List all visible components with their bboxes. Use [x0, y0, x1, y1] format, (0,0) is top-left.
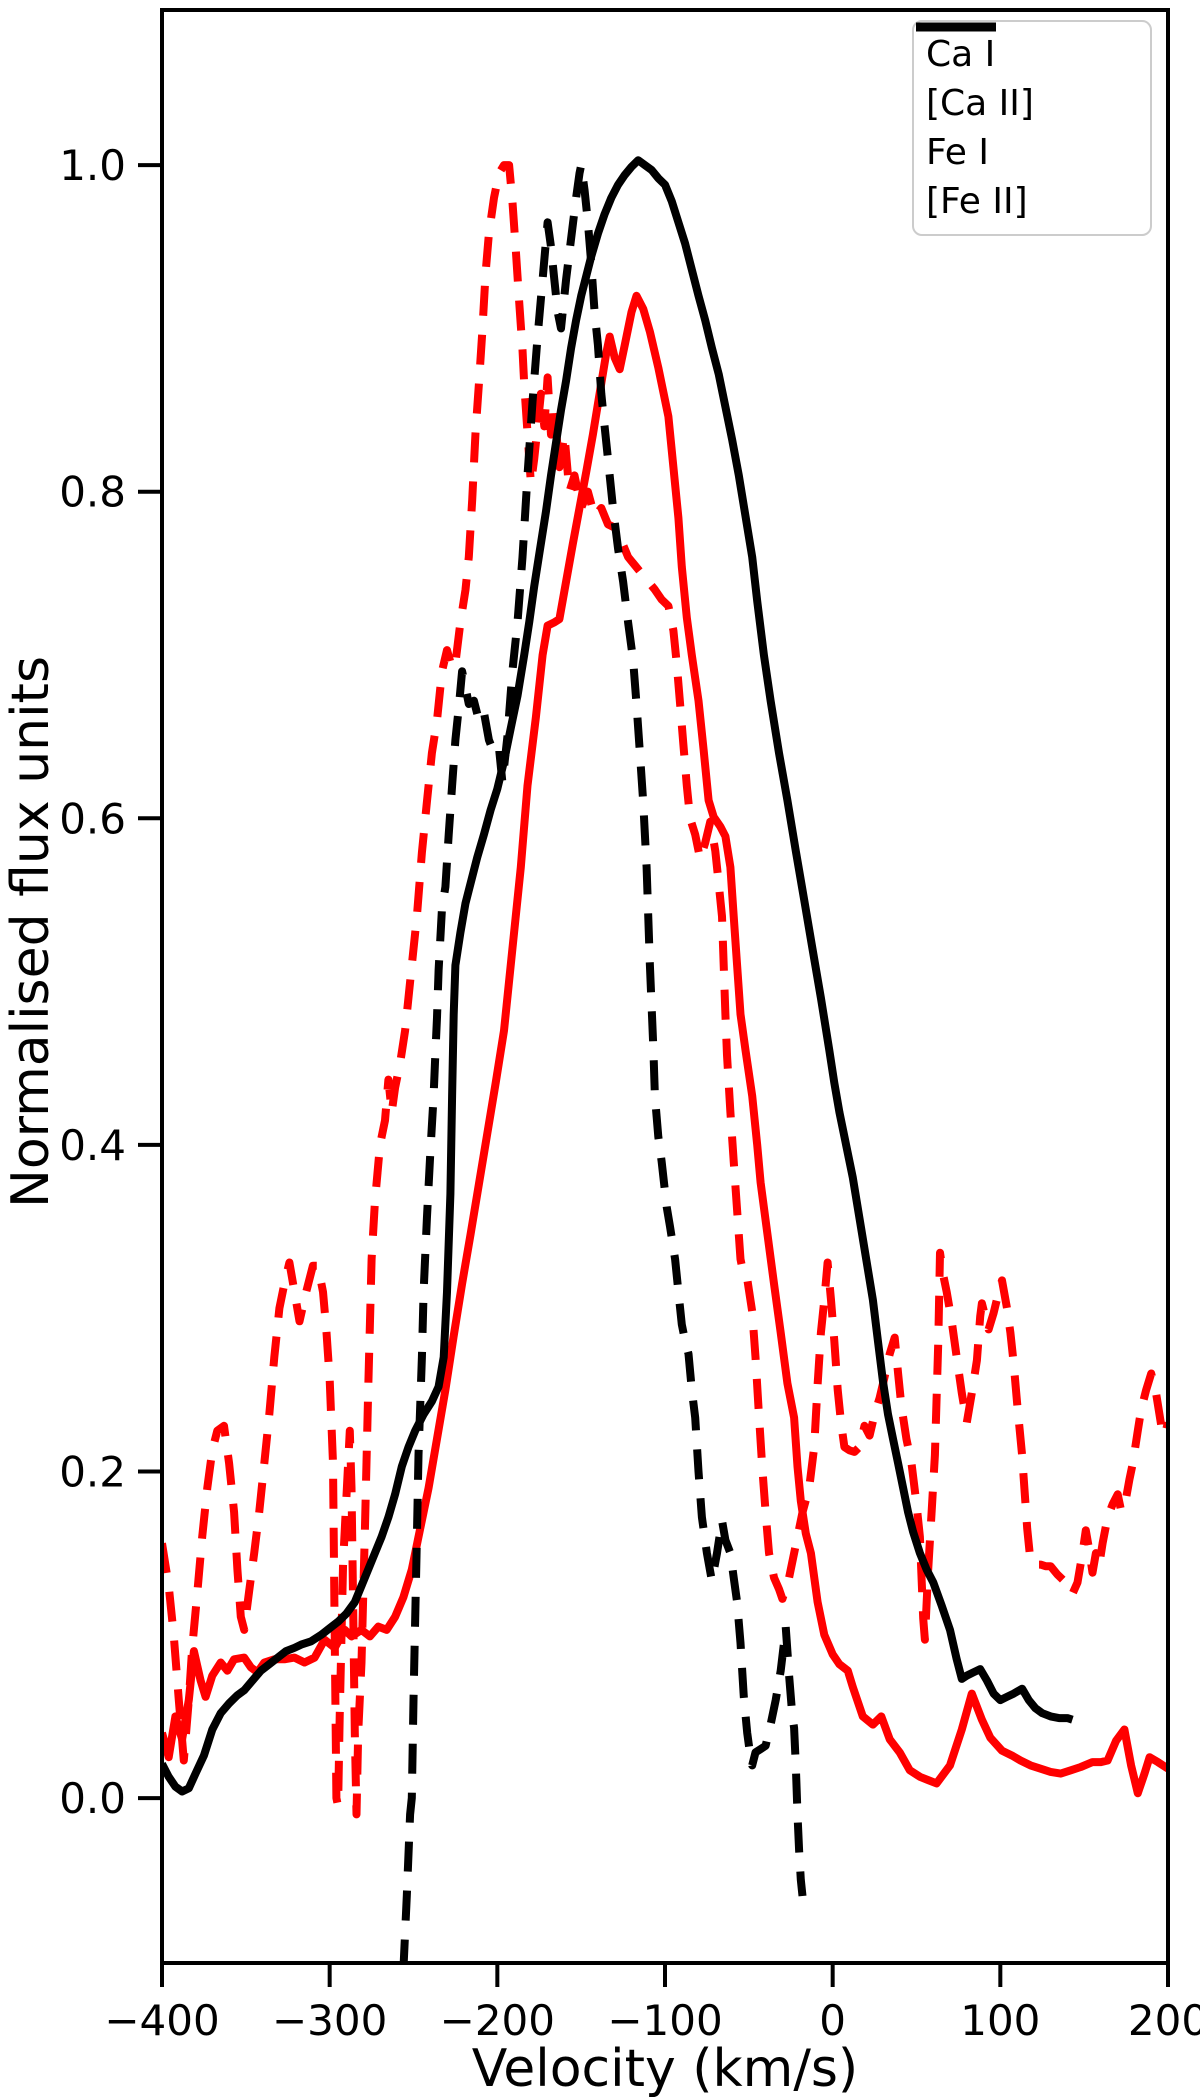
y-tick-label: 0.4 — [59, 1121, 126, 1170]
y-tick-label: 0.6 — [59, 794, 126, 843]
y-axis-label: Normalised flux units — [1, 656, 61, 1208]
x-tick-label: −100 — [607, 1996, 722, 2045]
legend: Ca I [Ca II] Fe I [Fe II] — [912, 20, 1152, 236]
y-tick-label: 0.2 — [59, 1447, 126, 1496]
series-line-fe-ii — [399, 161, 807, 1963]
x-tick-label: −300 — [272, 1996, 387, 2045]
legend-label: [Ca II] — [926, 83, 1034, 124]
x-tick-label: 0 — [819, 1996, 846, 2045]
axes-layer: −400 −300 −200 −100 0 100 200 0.0 0.2 0.4 0.6 0.8 1.… — [59, 141, 1200, 2045]
x-tick-label: −400 — [104, 1996, 219, 2045]
x-tick-label: −200 — [440, 1996, 555, 2045]
x-axis-label: Velocity (km/s) — [472, 2039, 858, 2099]
x-tick-label: 100 — [960, 1996, 1040, 2045]
x-tick-label: 200 — [1128, 1996, 1200, 2045]
series-line-ca-i — [162, 291, 1168, 1798]
series-line-ca-ii — [162, 161, 1168, 1819]
plot-border — [160, 8, 1170, 1965]
legend-item-fe-ii: [Fe II] — [916, 22, 1140, 226]
legend-item-fe-i: Fe I — [916, 22, 1140, 177]
y-tick-label: 1.0 — [59, 141, 126, 190]
series-layer — [162, 156, 1168, 1963]
legend-label: Ca I — [926, 34, 996, 75]
series-line-fe-i — [162, 156, 1074, 1796]
y-tick-label: 0.0 — [59, 1774, 126, 1823]
legend-sample-line-dashed-black — [916, 22, 996, 32]
plot-spines — [160, 8, 1170, 1965]
legend-label: Fe I — [926, 132, 989, 173]
legend-label: [Fe II] — [926, 181, 1028, 222]
legend-item-ca-ii: [Ca II] — [916, 22, 1140, 128]
y-tick-label: 0.8 — [59, 468, 126, 517]
legend-item-ca-i: Ca I — [916, 22, 1140, 79]
